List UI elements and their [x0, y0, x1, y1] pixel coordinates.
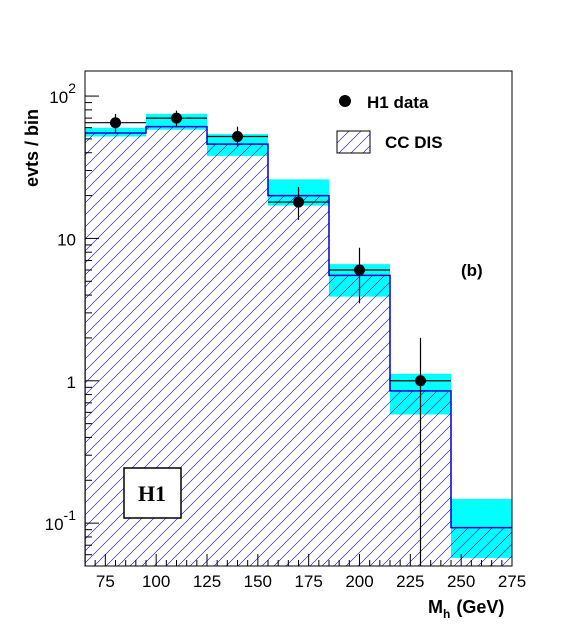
mc-bin-fill: [329, 275, 390, 566]
data-point: [232, 130, 243, 142]
legend-data-marker: [339, 95, 351, 107]
y-tick-label: 10-1: [45, 507, 77, 534]
data-point: [110, 117, 121, 129]
h1-logo: H1: [123, 467, 182, 519]
x-tick-label: 175: [294, 572, 322, 591]
y-tick-base: 10: [57, 230, 76, 249]
h1-logo-box: [123, 467, 182, 519]
x-axis-label-main: M: [428, 597, 443, 617]
mc-step-line: [85, 125, 512, 566]
x-tick-label: 200: [345, 572, 373, 591]
legend-mc-swatch: [336, 130, 371, 154]
legend-mc-label: CC DIS: [385, 133, 443, 152]
h1-logo-text: H1: [138, 481, 166, 506]
y-axis-label: evts / bin: [22, 109, 42, 187]
y-tick-label: 102: [49, 80, 76, 107]
data-point: [415, 375, 426, 387]
x-tick-label: 125: [193, 572, 221, 591]
y-tick-exponent: -1: [64, 507, 77, 523]
panel-label: (b): [461, 261, 483, 280]
x-tick-label: 75: [96, 572, 115, 591]
y-tick-exponent: 2: [68, 80, 76, 96]
data-points: [85, 110, 451, 566]
legend: H1 data CC DIS: [336, 93, 443, 154]
y-tick-base: 10: [45, 515, 64, 534]
x-axis-label-unit: (GeV): [456, 597, 504, 617]
x-tick-label: 150: [244, 572, 272, 591]
mc-bin-fill: [207, 144, 268, 566]
x-tick-label: 225: [396, 572, 424, 591]
y-tick-base: 1: [67, 373, 76, 392]
x-axis-label: Mh (GeV): [428, 597, 504, 621]
x-tick-label: 100: [142, 572, 170, 591]
mc-histogram: [85, 125, 512, 566]
mc-bin-fill: [268, 195, 329, 566]
x-tick-label: 250: [447, 572, 475, 591]
data-point: [171, 112, 182, 124]
x-axis: 75 100 125 150 175 200 225 250 275: [84, 554, 526, 591]
x-tick-label: 275: [498, 572, 526, 591]
data-point: [293, 196, 304, 208]
legend-data-label: H1 data: [367, 93, 429, 112]
data-point: [354, 264, 365, 276]
x-axis-label-subscript: h: [443, 607, 450, 621]
y-tick-label: 10: [57, 230, 76, 249]
y-tick-base: 10: [49, 88, 68, 107]
y-tick-label: 1: [67, 373, 76, 392]
